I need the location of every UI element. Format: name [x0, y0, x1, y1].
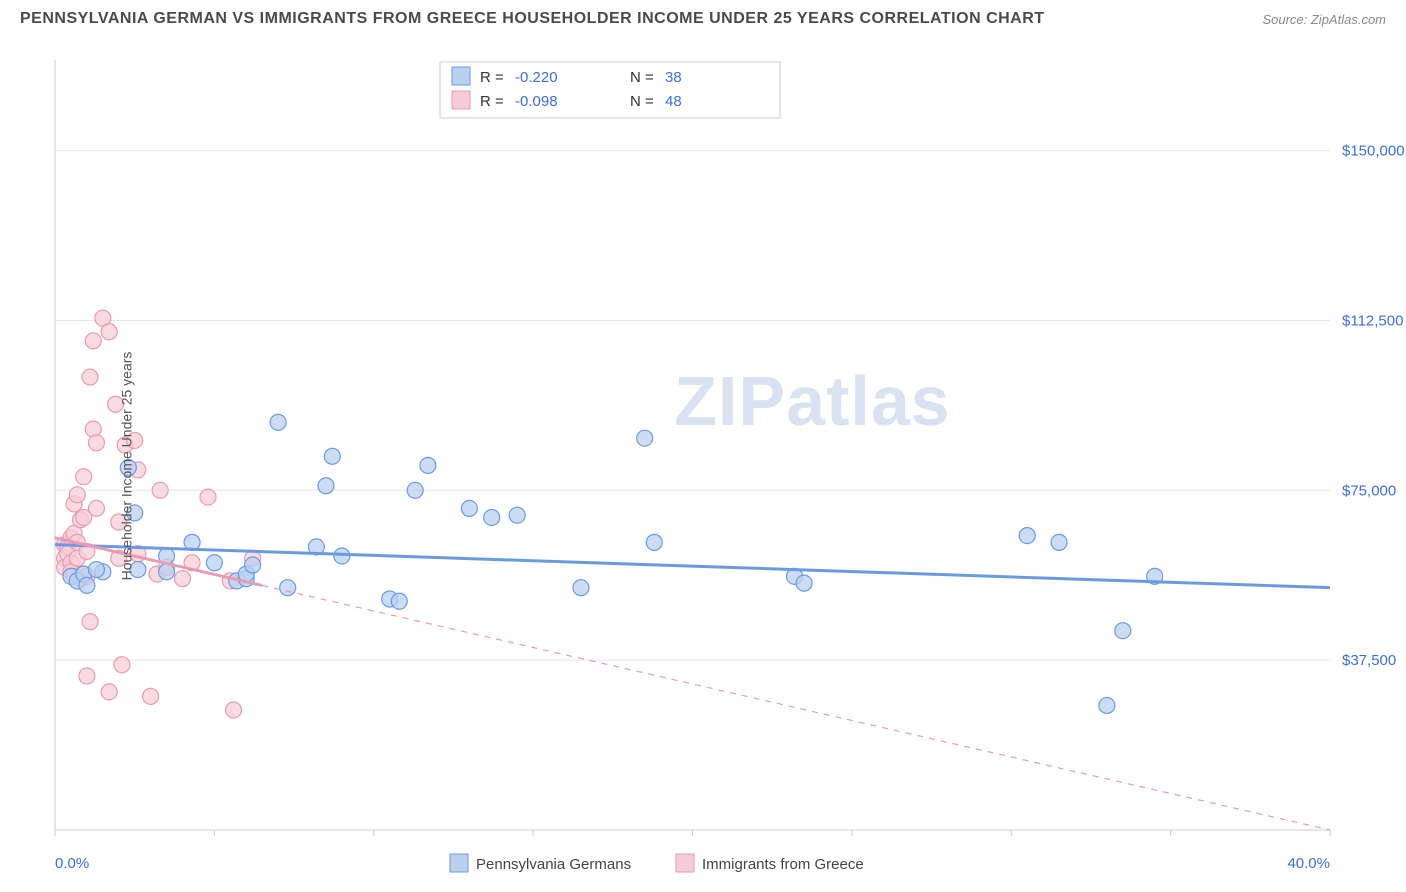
legend-r-label: R = [480, 69, 504, 86]
data-point [101, 684, 117, 700]
data-point [407, 482, 423, 498]
data-point [646, 534, 662, 550]
data-point [484, 509, 500, 525]
data-point [69, 487, 85, 503]
data-point [143, 688, 159, 704]
data-point [391, 593, 407, 609]
x-tick-label: 40.0% [1287, 855, 1330, 872]
scatter-chart: 0.0% 40.0% $37,500 $75,000 $112,500 $150,000 Z… [0, 40, 1406, 892]
data-point [1051, 534, 1067, 550]
data-point [88, 500, 104, 516]
data-point [573, 580, 589, 596]
source-label: Source: ZipAtlas.com [1262, 12, 1386, 27]
y-axis-label: Householder Income Under 25 years [118, 352, 134, 581]
data-point [88, 562, 104, 578]
data-point [796, 575, 812, 591]
data-point [206, 555, 222, 571]
legend-r-value: -0.098 [515, 93, 558, 110]
data-point [82, 369, 98, 385]
chart-title: PENNSYLVANIA GERMAN VS IMMIGRANTS FROM G… [20, 10, 1045, 28]
data-point [637, 430, 653, 446]
data-point [114, 657, 130, 673]
data-point [82, 614, 98, 630]
bottom-legend-swatch [450, 854, 468, 872]
data-point [1019, 528, 1035, 544]
bottom-legend-label: Immigrants from Greece [702, 856, 864, 873]
legend-swatch [452, 91, 470, 109]
data-point [420, 457, 436, 473]
legend-n-value: 38 [665, 69, 682, 86]
legend-n-label: N = [630, 69, 654, 86]
y-tick-label: $37,500 [1342, 652, 1396, 669]
bottom-legend-label: Pennsylvania Germans [476, 856, 631, 873]
data-point [226, 702, 242, 718]
data-point [318, 478, 334, 494]
data-point [79, 577, 95, 593]
watermark: ZIPatlas [674, 362, 950, 440]
legend-r-label: R = [480, 93, 504, 110]
y-tick-label: $112,500 [1342, 312, 1403, 329]
data-point [280, 580, 296, 596]
data-point [79, 668, 95, 684]
legend-r-value: -0.220 [515, 69, 558, 86]
data-point [509, 507, 525, 523]
data-point [76, 469, 92, 485]
y-tick-label: $75,000 [1342, 482, 1396, 499]
data-point [461, 500, 477, 516]
data-point [270, 414, 286, 430]
data-point [101, 324, 117, 340]
legend-n-label: N = [630, 93, 654, 110]
data-point [152, 482, 168, 498]
legend-n-value: 48 [665, 93, 682, 110]
data-point [88, 435, 104, 451]
data-point [1099, 697, 1115, 713]
legend-swatch [452, 67, 470, 85]
data-point [1115, 623, 1131, 639]
data-point [175, 571, 191, 587]
data-point [85, 333, 101, 349]
trend-line-dashed [262, 585, 1330, 830]
bottom-legend-swatch [676, 854, 694, 872]
data-point [200, 489, 216, 505]
data-point [245, 557, 261, 573]
x-tick-label: 0.0% [55, 855, 89, 872]
data-point [324, 448, 340, 464]
y-tick-label: $150,000 [1342, 143, 1405, 160]
